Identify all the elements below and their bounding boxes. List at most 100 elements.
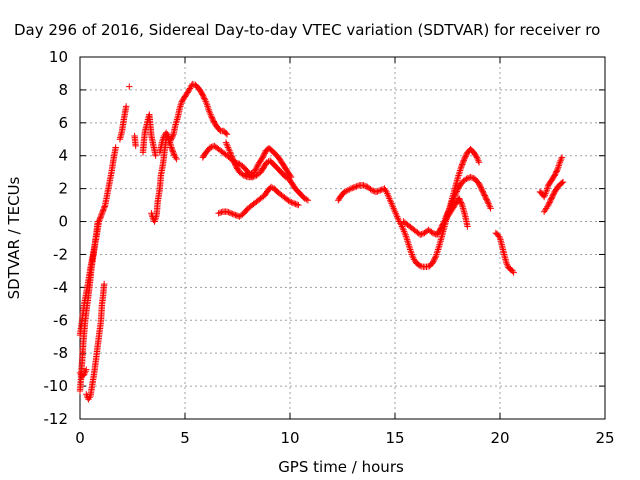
data-point xyxy=(250,173,257,180)
data-point xyxy=(162,129,170,136)
data-point xyxy=(558,155,565,163)
data-point xyxy=(391,208,399,215)
data-point xyxy=(200,93,207,101)
data-point xyxy=(434,246,442,253)
data-point xyxy=(230,211,238,218)
data-point xyxy=(169,132,176,139)
data-point xyxy=(447,202,454,209)
data-point xyxy=(400,226,407,233)
data-point xyxy=(444,210,451,218)
data-point xyxy=(459,159,466,167)
data-point xyxy=(251,169,258,176)
x-axis-label: GPS time / hours xyxy=(278,458,404,476)
data-point xyxy=(459,205,467,212)
data-point xyxy=(260,152,267,160)
data-point xyxy=(389,201,396,209)
data-point xyxy=(126,83,133,90)
data-point xyxy=(360,182,367,189)
data-point xyxy=(173,155,180,163)
data-point xyxy=(481,192,488,199)
data-points xyxy=(76,80,567,403)
data-point xyxy=(436,226,444,233)
data-point xyxy=(395,216,402,224)
data-point xyxy=(454,186,461,194)
data-point xyxy=(349,184,356,192)
data-point xyxy=(475,159,483,166)
data-point xyxy=(558,154,566,161)
data-point xyxy=(98,210,106,217)
data-point xyxy=(487,205,494,212)
data-point xyxy=(172,119,180,126)
data-point xyxy=(551,172,558,179)
data-point xyxy=(285,197,292,204)
data-point xyxy=(201,95,208,102)
data-point xyxy=(455,170,463,177)
data-point xyxy=(386,197,394,204)
data-point xyxy=(222,130,230,137)
data-point xyxy=(545,200,553,207)
data-point xyxy=(186,86,193,94)
data-point xyxy=(456,196,463,203)
data-point xyxy=(216,209,224,216)
data-point xyxy=(223,131,231,138)
x-tick-label: 15 xyxy=(385,429,404,447)
data-point xyxy=(253,163,261,170)
data-point xyxy=(432,254,439,261)
data-point xyxy=(552,171,559,178)
data-point xyxy=(291,200,298,207)
y-tick-label: 6 xyxy=(58,114,68,132)
data-point xyxy=(430,258,437,265)
data-point xyxy=(457,165,464,173)
data-point xyxy=(132,142,139,150)
data-point xyxy=(100,206,107,213)
data-point xyxy=(450,196,457,204)
data-point xyxy=(208,113,215,120)
data-point xyxy=(457,197,464,205)
data-point xyxy=(453,177,461,184)
data-point xyxy=(304,197,312,204)
tick-labels: 0 5 10 15 20 25 -12 -10 -8 -6 -4 -2 0 2 4 6 8 10 xyxy=(44,48,615,447)
data-point xyxy=(252,166,259,173)
data-point xyxy=(451,193,458,201)
data-point xyxy=(459,203,466,210)
data-point xyxy=(477,184,485,191)
data-point xyxy=(287,173,295,181)
y-tick-label: -6 xyxy=(53,311,68,329)
data-point xyxy=(169,133,176,141)
data-point xyxy=(390,205,397,212)
data-point xyxy=(405,241,412,248)
data-point xyxy=(248,170,255,177)
data-point xyxy=(251,167,259,174)
y-tick-label: -10 xyxy=(44,377,69,395)
data-point xyxy=(409,252,416,260)
data-point xyxy=(351,183,359,191)
x-tick-label: 10 xyxy=(280,429,299,447)
data-point xyxy=(374,188,381,195)
data-point xyxy=(393,211,400,219)
data-point xyxy=(295,201,302,209)
data-point xyxy=(447,203,454,211)
data-point xyxy=(477,183,484,190)
data-point xyxy=(404,239,412,247)
data-point xyxy=(463,175,470,182)
data-point xyxy=(385,193,392,201)
data-point xyxy=(456,167,464,174)
y-tick-label: -4 xyxy=(53,278,68,296)
data-point xyxy=(503,259,510,266)
data-point xyxy=(83,366,90,373)
data-point xyxy=(452,191,459,198)
data-point xyxy=(444,209,451,216)
data-point xyxy=(451,192,459,199)
axis-ticks xyxy=(79,56,606,420)
y-tick-label: 8 xyxy=(58,81,68,99)
data-point xyxy=(455,172,462,179)
data-point xyxy=(408,251,415,258)
data-point xyxy=(387,198,394,205)
data-point xyxy=(448,199,456,206)
data-point xyxy=(435,243,443,250)
data-point xyxy=(558,179,566,187)
data-point xyxy=(86,394,93,401)
data-point xyxy=(287,172,294,180)
data-point xyxy=(398,223,406,230)
data-point xyxy=(206,108,213,115)
